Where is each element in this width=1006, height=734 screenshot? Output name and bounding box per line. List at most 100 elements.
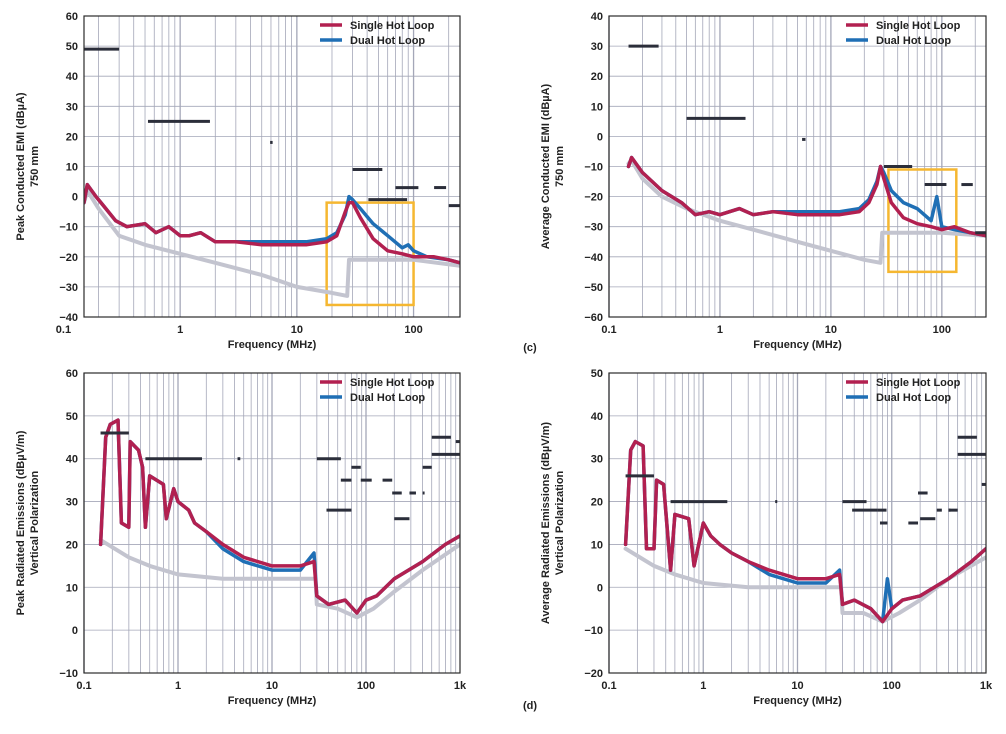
y-axis-label: Average Radiated Emissions (dBµV/m) [540, 422, 552, 624]
y-tick-label: −30 [584, 222, 603, 234]
y-tick-label: 30 [66, 497, 78, 509]
series-reference [626, 158, 986, 265]
y-tick-label: 20 [66, 539, 78, 551]
y-tick-label: −40 [584, 252, 603, 264]
y-tick-label: 40 [591, 411, 603, 423]
y-tick-label: 10 [591, 101, 603, 113]
y-tick-label: −20 [584, 668, 603, 680]
legend-label-single: Single Hot Loop [876, 20, 961, 32]
series-single-hot-loop [98, 418, 460, 615]
y-tick-label: 20 [591, 497, 603, 509]
legend: Single Hot Loop Dual Hot Loop [846, 20, 961, 47]
legend-label-dual: Dual Hot Loop [876, 392, 951, 404]
limit-lines [628, 44, 986, 235]
legend: Single Hot Loop Dual Hot Loop [320, 377, 435, 404]
panel-label: (c) [523, 342, 537, 354]
y-tick-label: 40 [66, 454, 78, 466]
series-single-hot-loop [623, 439, 986, 624]
series-group [84, 182, 460, 298]
highlight-box [887, 168, 958, 274]
y-axis-label: Peak Conducted EMI (dBµA) [15, 92, 27, 240]
y-tick-label: 40 [66, 71, 78, 83]
y-tick-label: −10 [584, 162, 603, 174]
y-tick-label: 0 [597, 131, 603, 143]
x-axis-label: Frequency (MHz) [228, 695, 317, 707]
y-tick-label: 0 [72, 192, 78, 204]
y-tick-label: −10 [59, 222, 78, 234]
y-tick-label: 30 [591, 41, 603, 53]
plot-border [608, 372, 987, 674]
y-tick-label: 0 [597, 582, 603, 594]
legend: Single Hot Loop Dual Hot Loop [846, 377, 961, 404]
series-single-hot-loop [84, 182, 460, 265]
y-axis-label: Average Conducted EMI (dBµA) [540, 83, 552, 249]
legend-label-dual: Dual Hot Loop [876, 35, 951, 47]
y-tick-label: −50 [584, 282, 603, 294]
y-tick-label: 50 [66, 411, 78, 423]
legend: Single Hot Loop Dual Hot Loop [320, 20, 435, 47]
y-tick-label: 40 [591, 11, 603, 23]
panel-label: (d) [523, 700, 537, 712]
plot-border [608, 15, 987, 318]
x-tick-label: 1 [717, 324, 723, 336]
plot-border [83, 372, 461, 674]
y-tick-label: 0 [72, 625, 78, 637]
x-tick-label: 10 [291, 324, 303, 336]
y-axis-sublabel: 750 mm [29, 146, 41, 187]
x-tick-label: 10 [266, 680, 278, 692]
x-tick-label: 1k [454, 680, 467, 692]
series-single-hot-loop [626, 155, 986, 238]
x-tick-label: 1 [700, 680, 706, 692]
y-tick-label: 10 [66, 582, 78, 594]
highlight-box [325, 201, 415, 307]
x-tick-label: 1 [175, 680, 181, 692]
series-group [98, 418, 460, 620]
y-tick-label: 20 [66, 131, 78, 143]
y-tick-label: 50 [66, 41, 78, 53]
legend-label-single: Single Hot Loop [350, 377, 435, 389]
x-tick-label: 0.1 [56, 324, 71, 336]
y-tick-label: 30 [66, 101, 78, 113]
x-tick-label: 10 [825, 324, 837, 336]
x-tick-label: 100 [933, 324, 951, 336]
legend-label-dual: Dual Hot Loop [350, 35, 425, 47]
y-tick-label: 10 [591, 539, 603, 551]
y-tick-label: 10 [66, 162, 78, 174]
x-tick-label: 0.1 [76, 680, 91, 692]
y-tick-label: 20 [591, 71, 603, 83]
y-tick-label: −40 [59, 312, 78, 324]
x-tick-label: 10 [791, 680, 803, 692]
y-tick-label: −60 [584, 312, 603, 324]
legend-label-dual: Dual Hot Loop [350, 392, 425, 404]
x-axis-label: Frequency (MHz) [753, 695, 842, 707]
y-tick-label: −30 [59, 282, 78, 294]
series-group [623, 439, 986, 624]
series-group [626, 155, 986, 265]
x-tick-label: 100 [357, 680, 375, 692]
y-axis-sublabel: Vertical Polarization [29, 470, 41, 575]
x-tick-label: 1 [177, 324, 183, 336]
y-axis-sublabel: 750 mm [554, 146, 566, 187]
y-tick-label: 50 [591, 368, 603, 380]
x-tick-label: 0.1 [601, 680, 616, 692]
x-axis-label: Frequency (MHz) [228, 339, 317, 351]
x-tick-label: 100 [404, 324, 422, 336]
limit-lines [84, 47, 460, 208]
limit-lines [100, 431, 460, 521]
y-tick-label: 30 [591, 454, 603, 466]
y-tick-label: −20 [584, 192, 603, 204]
legend-label-single: Single Hot Loop [876, 377, 961, 389]
x-tick-label: 0.1 [601, 324, 616, 336]
y-axis-sublabel: Vertical Polarization [554, 470, 566, 575]
legend-label-single: Single Hot Loop [350, 20, 435, 32]
series-reference [84, 188, 460, 298]
y-axis-label: Peak Radiated Emissions (dBµV/m) [15, 430, 27, 615]
x-tick-label: 1k [980, 680, 993, 692]
limit-lines [625, 435, 986, 525]
y-tick-label: −20 [59, 252, 78, 264]
